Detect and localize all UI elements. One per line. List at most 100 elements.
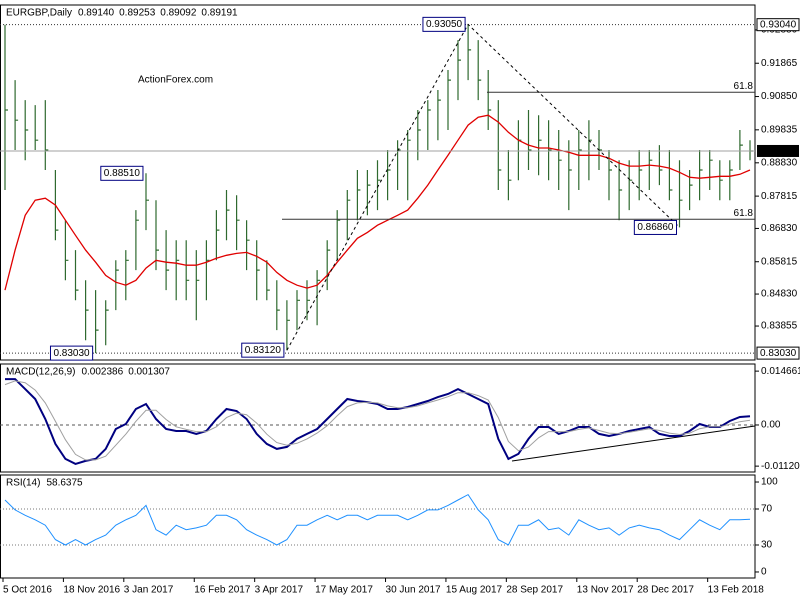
price-bar bbox=[668, 150, 673, 201]
price-bar bbox=[256, 240, 260, 301]
price-bar bbox=[44, 100, 49, 170]
price-bar bbox=[497, 100, 502, 190]
y-tick-label: 0.88830 bbox=[761, 157, 798, 168]
x-tick-label: 5 Oct 2016 bbox=[3, 585, 52, 596]
price-bar bbox=[538, 115, 542, 176]
y-tick-label: 0.90850 bbox=[761, 91, 798, 102]
price-bar bbox=[417, 110, 421, 161]
y-tick-label: 0.91865 bbox=[761, 58, 798, 69]
price-bar bbox=[558, 130, 562, 190]
x-tick-label: 3 Apr 2017 bbox=[255, 585, 304, 596]
price-bar bbox=[729, 160, 733, 201]
price-bar bbox=[165, 230, 170, 291]
x-tick-label: 13 Feb 2018 bbox=[708, 585, 765, 596]
price-bar bbox=[689, 170, 693, 211]
price-bar bbox=[376, 160, 381, 211]
y-tick-label: 0.00 bbox=[761, 420, 781, 431]
price-bar bbox=[366, 170, 371, 216]
price-bar bbox=[699, 150, 703, 201]
price-bar bbox=[477, 40, 482, 101]
panel-frame bbox=[0, 363, 756, 473]
price-bar bbox=[115, 260, 119, 311]
price-bar bbox=[95, 290, 99, 354]
price-bar bbox=[296, 290, 300, 331]
trend-line bbox=[286, 23, 680, 351]
header-value: 0.89140 bbox=[78, 8, 115, 19]
y-tick-label: 100 bbox=[761, 477, 778, 488]
price-bar bbox=[135, 210, 139, 271]
price-bar bbox=[618, 160, 623, 221]
price-label-box bbox=[756, 18, 800, 32]
price-bar bbox=[225, 190, 230, 241]
price-bar bbox=[527, 110, 532, 170]
price-bar bbox=[185, 240, 190, 301]
last-price-box bbox=[757, 144, 799, 157]
price-bar bbox=[719, 160, 723, 201]
price-label: 0.93040 bbox=[760, 19, 797, 30]
x-tick-label: 28 Sep 2017 bbox=[506, 585, 563, 596]
price-bar bbox=[195, 250, 200, 321]
y-tick-label: 0.85815 bbox=[761, 256, 798, 267]
price-bar bbox=[246, 220, 250, 271]
price-bar bbox=[638, 150, 643, 201]
price-bar bbox=[34, 105, 39, 150]
macd-trend-line bbox=[511, 425, 756, 462]
price-bar bbox=[24, 100, 29, 161]
annotation-box bbox=[422, 16, 466, 32]
price-bar bbox=[306, 280, 310, 321]
panel-title: MACD(12,26,9) bbox=[6, 367, 75, 378]
x-tick-label: 30 Jun 2017 bbox=[386, 585, 441, 596]
y-tick-label: 0.87815 bbox=[761, 191, 798, 202]
price-bar bbox=[175, 240, 180, 301]
panel-frame bbox=[0, 4, 756, 361]
fib-label: 61.8 bbox=[734, 208, 754, 219]
y-tick-label: 0.86830 bbox=[761, 223, 798, 234]
header-value: 0.89253 bbox=[119, 8, 156, 19]
price-bar bbox=[155, 200, 159, 271]
price-bar bbox=[145, 173, 149, 231]
x-tick-label: 15 Aug 2017 bbox=[446, 585, 503, 596]
price-bar bbox=[407, 130, 411, 201]
annotation-box bbox=[100, 165, 144, 181]
price-bar bbox=[316, 270, 321, 326]
panel-frame bbox=[0, 474, 756, 579]
annotation-label: 0.83120 bbox=[245, 345, 282, 356]
header-value: 0.002386 bbox=[81, 367, 123, 378]
price-bar bbox=[709, 150, 713, 190]
panel-title: RSI(14) bbox=[6, 478, 40, 489]
watermark: ActionForex.com bbox=[138, 75, 213, 86]
price-bar bbox=[74, 250, 79, 301]
price-bar bbox=[588, 120, 592, 181]
price-bar bbox=[387, 150, 391, 201]
annotation-label: 0.88510 bbox=[104, 168, 141, 179]
price-bar bbox=[548, 120, 552, 181]
header-value: 58.6375 bbox=[46, 478, 83, 489]
price-bar bbox=[266, 260, 270, 301]
x-tick-label: 17 May 2017 bbox=[315, 585, 373, 596]
price-bar bbox=[487, 70, 492, 130]
price-bar bbox=[276, 280, 280, 331]
header-value: 0.89191 bbox=[201, 8, 238, 19]
indicator-line bbox=[5, 378, 751, 465]
price-bar bbox=[14, 80, 19, 150]
annotation-label: 0.86860 bbox=[637, 222, 674, 233]
x-tick-label: 3 Jan 2017 bbox=[124, 585, 174, 596]
price-bar bbox=[346, 190, 351, 241]
price-bar bbox=[517, 120, 522, 181]
y-tick-label: 0.014661 bbox=[761, 366, 800, 377]
y-tick-label: 0 bbox=[761, 567, 767, 578]
annotation-box bbox=[49, 345, 94, 361]
y-tick-label: -0.011202 bbox=[761, 461, 800, 472]
price-bar bbox=[397, 140, 401, 190]
annotation-label: 0.83030 bbox=[53, 348, 90, 359]
fib-label: 61.8 bbox=[734, 81, 754, 92]
header-value: 0.89092 bbox=[160, 8, 197, 19]
y-tick-label: 70 bbox=[761, 504, 773, 515]
price-bar bbox=[658, 145, 663, 186]
last-price-label: 0.89191 bbox=[760, 146, 797, 157]
y-tick-label: 0.83855 bbox=[761, 321, 798, 332]
price-bar bbox=[467, 24, 472, 81]
price-bar bbox=[286, 300, 290, 351]
price-bar bbox=[507, 150, 512, 201]
